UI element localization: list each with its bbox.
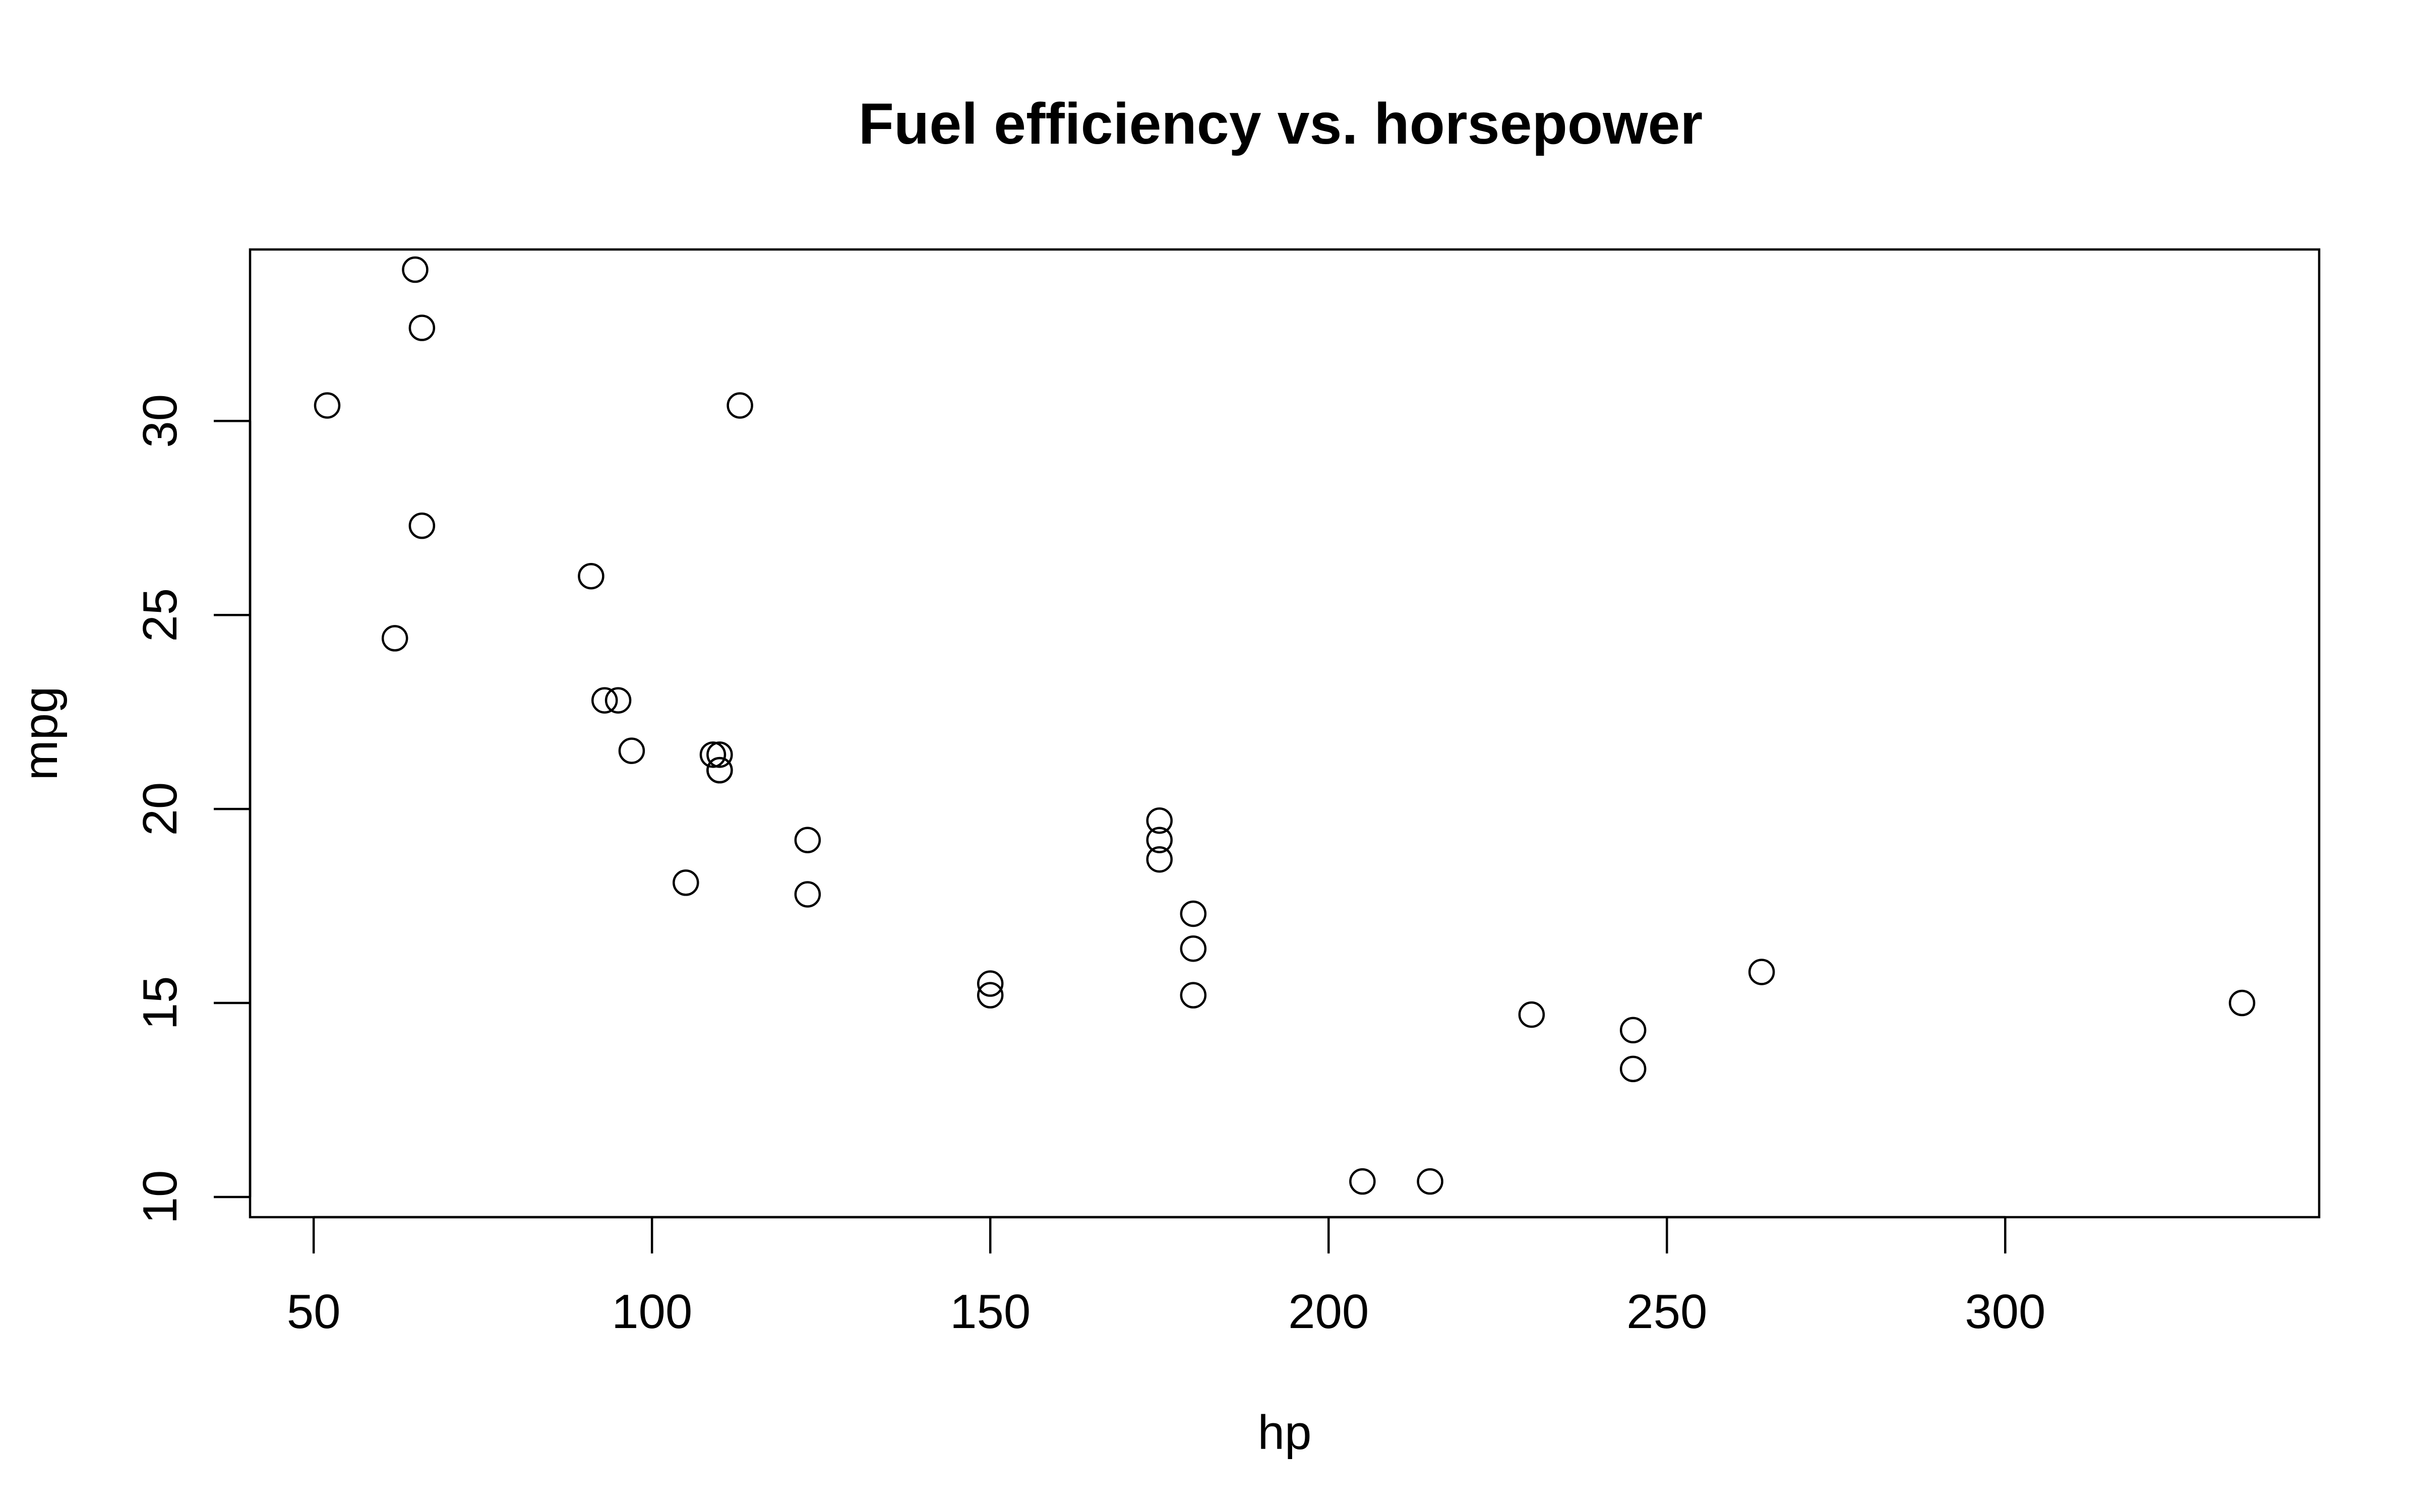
- data-point: [618, 737, 645, 764]
- x-tick-label: 150: [950, 1285, 1031, 1339]
- data-point: [1619, 1055, 1647, 1083]
- x-tick-label: 200: [1288, 1285, 1369, 1339]
- data-point: [1146, 827, 1173, 853]
- data-point: [794, 827, 821, 853]
- y-axis: 10 15 20 25 30: [133, 394, 252, 1224]
- y-tick-label: 20: [133, 782, 187, 836]
- data-point: [699, 741, 727, 768]
- y-tick-label: 15: [133, 976, 187, 1030]
- data-point: [1349, 1168, 1376, 1195]
- data-point: [794, 881, 821, 908]
- data-point: [1748, 959, 1775, 985]
- data-point: [1146, 807, 1173, 834]
- data-point: [706, 757, 733, 784]
- data-points: [314, 256, 2256, 1195]
- chart-title: Fuel efficiency vs. horsepower: [859, 92, 1703, 156]
- y-tick-label: 30: [133, 394, 187, 448]
- data-point: [706, 741, 733, 768]
- data-point: [727, 392, 753, 419]
- data-point: [977, 982, 1004, 1009]
- data-point: [1180, 982, 1207, 1009]
- x-tick-label: 250: [1626, 1285, 1707, 1339]
- data-point: [591, 687, 618, 714]
- data-point: [604, 687, 632, 714]
- data-point: [1146, 846, 1173, 873]
- data-point: [408, 512, 436, 539]
- data-point: [408, 314, 436, 341]
- x-tick-label: 50: [287, 1285, 341, 1339]
- y-axis-label: mpg: [14, 686, 68, 781]
- data-point: [1619, 1017, 1647, 1044]
- y-tick-label: 25: [133, 588, 187, 642]
- x-axis: 50 100 150 200 250 300: [287, 1216, 2045, 1339]
- plot-frame: [249, 248, 2321, 1219]
- data-point: [1518, 1001, 1545, 1028]
- data-point: [2228, 989, 2256, 1017]
- data-point: [578, 562, 604, 590]
- data-point: [381, 625, 408, 652]
- x-axis-label: hp: [1258, 1406, 1312, 1460]
- data-point: [402, 256, 429, 283]
- data-point: [1180, 900, 1207, 927]
- data-point: [977, 970, 1004, 997]
- data-point: [314, 392, 341, 419]
- data-point: [673, 869, 699, 896]
- x-tick-label: 100: [612, 1285, 692, 1339]
- data-point: [1417, 1168, 1443, 1195]
- data-point: [1180, 935, 1207, 962]
- x-tick-label: 300: [1965, 1285, 2045, 1339]
- y-tick-label: 10: [133, 1170, 187, 1224]
